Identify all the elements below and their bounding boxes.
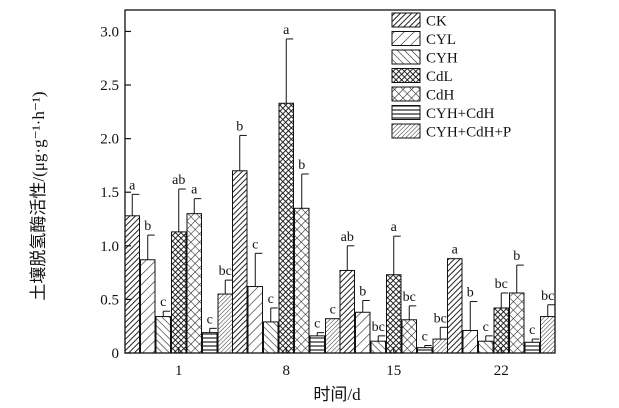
bar [263, 321, 279, 354]
significance-label: a [191, 183, 198, 198]
bar [355, 311, 371, 354]
significance-label: bc [434, 311, 447, 326]
significance-label: b [467, 286, 474, 301]
significance-label: bc [495, 277, 508, 292]
legend-label: CYH+CdH+P [426, 125, 511, 141]
bar [232, 170, 248, 354]
bar [339, 269, 355, 354]
bar [124, 215, 140, 354]
significance-label: c [483, 320, 489, 335]
legend-swatch [391, 49, 421, 65]
bar [325, 318, 341, 354]
bar [155, 316, 171, 354]
significance-label: c [252, 237, 258, 252]
legend-label: CYL [426, 32, 456, 48]
significance-label: ab [172, 173, 185, 188]
bar [217, 293, 233, 354]
significance-label: b [513, 249, 520, 264]
significance-label: c [422, 329, 428, 344]
bar [278, 102, 294, 354]
y-tick-label: 1.0 [100, 239, 119, 255]
bar [540, 316, 556, 354]
significance-label: b [359, 284, 366, 299]
significance-label: bc [403, 290, 416, 305]
x-tick-label: 1 [175, 363, 183, 379]
significance-label: bc [219, 264, 232, 279]
significance-label: c [207, 312, 213, 327]
significance-label: a [283, 23, 290, 38]
significance-label: b [144, 219, 151, 234]
bar [247, 286, 263, 354]
significance-label: c [160, 295, 166, 310]
legend-swatch [391, 86, 421, 102]
bar [432, 338, 448, 354]
bar [202, 332, 218, 354]
bar [171, 231, 187, 354]
significance-label: a [129, 178, 136, 193]
significance-label: c [330, 303, 336, 318]
bar [524, 341, 540, 354]
y-axis-title: 土壤脱氢酶活性/(μg·g⁻¹·h⁻¹) [28, 91, 48, 300]
x-tick-label: 15 [386, 363, 401, 379]
bar [309, 335, 325, 354]
significance-label: c [314, 317, 320, 332]
significance-label: c [268, 292, 274, 307]
y-tick-label: 3.0 [100, 24, 119, 40]
bar [294, 207, 310, 354]
bar [186, 213, 202, 354]
significance-label: b [236, 119, 243, 134]
bar [447, 258, 463, 354]
bar [401, 319, 417, 354]
bar [478, 340, 494, 354]
bar [509, 292, 525, 354]
x-tick-label: 22 [494, 363, 509, 379]
bars-layer [124, 102, 556, 354]
bar [417, 347, 433, 354]
y-tick-label: 0 [112, 346, 120, 362]
legend-label: CK [426, 14, 447, 30]
error-bars-layer [131, 38, 555, 348]
bar [386, 274, 402, 354]
legend-label: CdL [426, 69, 453, 85]
legend-swatch [391, 68, 421, 83]
axes-layer: 0 0.5 1.0 1.5 2.0 2.5 3.0 1 8 15 22 [100, 9, 556, 379]
legend: CK CYL CYH CdL CdH CYH+CdH CYH+CdH+P [391, 12, 511, 141]
y-tick-label: 0.5 [100, 292, 119, 308]
legend-label: CYH+CdH [426, 106, 495, 122]
legend-swatch [391, 123, 421, 139]
y-tick-label: 1.5 [100, 185, 119, 201]
legend-swatch [391, 105, 421, 120]
legend-label: CYH [426, 51, 458, 67]
significance-label: b [298, 158, 305, 173]
legend-swatch [391, 12, 421, 28]
legend-label: CdH [426, 88, 455, 104]
x-tick-label: 8 [283, 363, 291, 379]
legend-swatch [391, 31, 421, 46]
significance-label: c [529, 323, 535, 338]
y-tick-label: 2.5 [100, 78, 119, 94]
significance-label: a [452, 243, 459, 258]
bar [140, 259, 156, 354]
significance-label: ab [341, 230, 354, 245]
bar [493, 307, 509, 354]
bar [462, 329, 478, 354]
significance-label: a [391, 220, 398, 235]
significance-label: bc [372, 320, 385, 335]
plot-frame [124, 9, 556, 354]
bar [370, 340, 386, 354]
significance-label: bc [541, 289, 554, 304]
y-tick-label: 2.0 [100, 132, 119, 148]
x-axis-title: 时间/d [313, 385, 361, 404]
